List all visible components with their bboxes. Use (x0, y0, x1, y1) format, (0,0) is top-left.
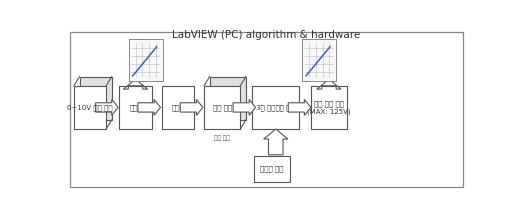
Text: LabVIEW (PC) algorithm & hardware: LabVIEW (PC) algorithm & hardware (172, 30, 361, 40)
Text: 증폭기: 증폭기 (129, 104, 142, 111)
FancyBboxPatch shape (70, 32, 463, 187)
Polygon shape (123, 79, 148, 89)
Text: 트리거 신호: 트리거 신호 (260, 166, 283, 172)
Text: 0~10V 전압 출력: 0~10V 전압 출력 (67, 104, 113, 111)
Text: 전압 측정: 전압 측정 (213, 104, 232, 111)
Polygon shape (233, 99, 256, 115)
Polygon shape (138, 99, 161, 115)
Text: 적정 전압 출력
(MAX: 125V): 적정 전압 출력 (MAX: 125V) (307, 100, 351, 115)
Text: 전압 측정: 전압 측정 (214, 136, 230, 141)
FancyBboxPatch shape (204, 86, 240, 129)
Polygon shape (264, 129, 288, 155)
Text: 감쇠기: 감쇠기 (172, 104, 184, 111)
FancyBboxPatch shape (311, 86, 347, 129)
FancyBboxPatch shape (254, 156, 290, 182)
FancyBboxPatch shape (80, 77, 112, 120)
Polygon shape (317, 79, 341, 89)
FancyBboxPatch shape (120, 86, 152, 129)
FancyBboxPatch shape (252, 86, 298, 129)
FancyBboxPatch shape (210, 77, 246, 120)
FancyBboxPatch shape (162, 86, 194, 129)
Polygon shape (96, 99, 118, 115)
FancyBboxPatch shape (128, 39, 163, 81)
Polygon shape (288, 99, 311, 115)
FancyBboxPatch shape (74, 86, 106, 129)
Text: 3차 스플라인 보간: 3차 스플라인 보간 (256, 104, 295, 111)
Polygon shape (180, 99, 203, 115)
FancyBboxPatch shape (302, 39, 336, 81)
